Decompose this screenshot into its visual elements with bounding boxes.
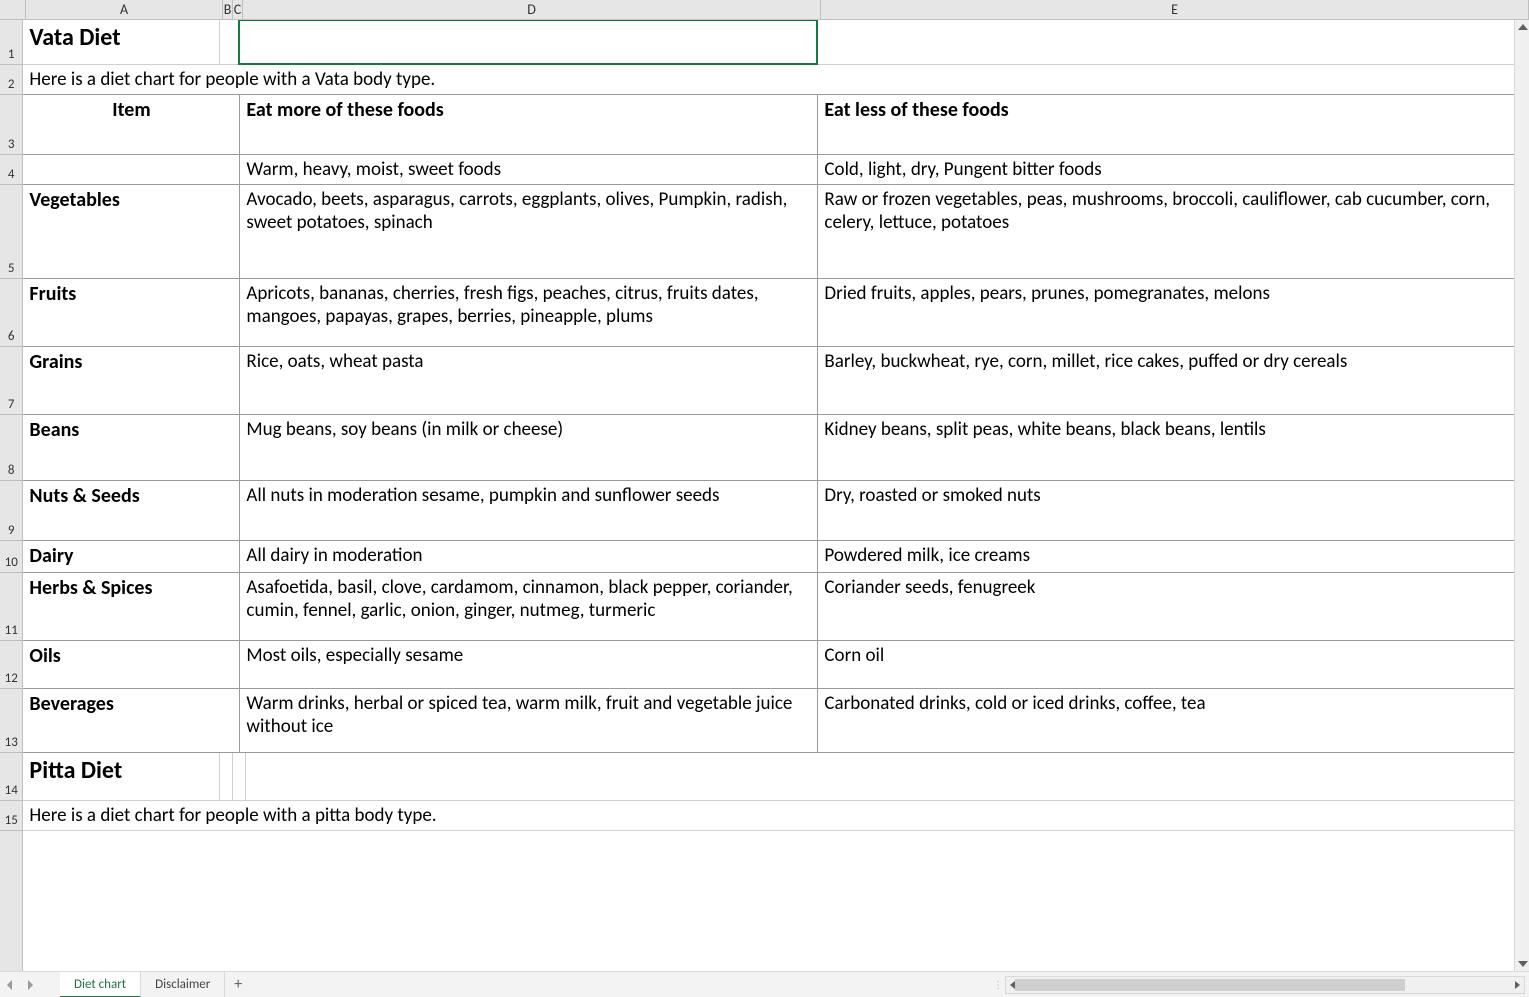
more-grains[interactable]: Rice, oats, wheat pasta (240, 347, 818, 414)
less-oils[interactable]: Corn oil (818, 641, 1513, 688)
row-header-13[interactable]: 13 (0, 689, 22, 753)
add-sheet-button[interactable]: + (225, 974, 251, 996)
row-header-5[interactable]: 5 (0, 185, 22, 279)
less-grains[interactable]: Barley, buckwheat, rye, corn, millet, ri… (818, 347, 1513, 414)
row-header-6[interactable]: 6 (0, 279, 22, 347)
cell-C14[interactable] (233, 753, 246, 800)
cell-A15-pitta-intro[interactable]: Here is a diet chart for people with a p… (23, 801, 220, 830)
cell-B2[interactable] (220, 65, 232, 94)
cell-B15[interactable] (220, 801, 232, 830)
cell-grid[interactable]: Vata Diet Here is a diet chart for peopl… (23, 20, 1513, 971)
row-header-15[interactable]: 15 (0, 801, 22, 831)
col-header-D[interactable]: D (243, 0, 821, 19)
cell-E2[interactable] (822, 65, 1513, 94)
scroll-down-icon[interactable] (1518, 961, 1528, 967)
less-vegetables[interactable]: Raw or frozen vegetables, peas, mushroom… (818, 185, 1513, 278)
more-0[interactable]: Warm, heavy, moist, sweet foods (240, 155, 818, 184)
header-less[interactable]: Eat less of these foods (818, 95, 1513, 154)
cell-A2-intro[interactable]: Here is a diet chart for people with a V… (23, 65, 220, 94)
cell-D2[interactable] (244, 65, 822, 94)
row-header-12[interactable]: 12 (0, 641, 22, 689)
cell-D1[interactable] (244, 20, 822, 64)
cell-A14-pitta-title[interactable]: Pitta Diet (23, 753, 220, 800)
cell-D15[interactable] (244, 801, 822, 830)
cell-A1-title[interactable]: Vata Diet (23, 20, 220, 64)
less-dairy[interactable]: Powdered milk, ice creams (818, 541, 1513, 572)
row-header-7[interactable]: 7 (0, 347, 22, 415)
header-more[interactable]: Eat more of these foods (240, 95, 818, 154)
tab-split-grip[interactable]: ⋮ (993, 978, 999, 991)
row-header-1[interactable]: 1 (0, 20, 22, 65)
more-beans[interactable]: Mug beans, soy beans (in milk or cheese) (240, 415, 818, 480)
item-vegetables[interactable]: Vegetables (23, 185, 240, 278)
cell-E15[interactable] (822, 801, 1513, 830)
vertical-scrollbar[interactable] (1514, 20, 1529, 971)
row-header-2[interactable]: 2 (0, 65, 22, 95)
row-header-10[interactable]: 10 (0, 541, 22, 573)
row-header-8[interactable]: 8 (0, 415, 22, 481)
sheet-tab-bar: Diet chart Disclaimer + ⋮ (0, 971, 1529, 997)
less-0[interactable]: Cold, light, dry, Pungent bitter foods (818, 155, 1513, 184)
cell-C15[interactable] (232, 801, 244, 830)
scroll-up-icon[interactable] (1518, 24, 1528, 30)
cell-C2[interactable] (232, 65, 244, 94)
header-item[interactable]: Item (23, 95, 240, 154)
item-0[interactable] (23, 155, 240, 184)
item-oils[interactable]: Oils (23, 641, 240, 688)
select-all-corner[interactable] (0, 0, 26, 19)
less-beverages[interactable]: Carbonated drinks, cold or iced drinks, … (818, 689, 1513, 752)
row-header-9[interactable]: 9 (0, 481, 22, 541)
more-vegetables[interactable]: Avocado, beets, asparagus, carrots, eggp… (240, 185, 818, 278)
cell-B14[interactable] (220, 753, 233, 800)
item-beans[interactable]: Beans (23, 415, 240, 480)
item-dairy[interactable]: Dairy (23, 541, 240, 572)
col-header-C[interactable]: C (233, 0, 243, 19)
horizontal-scrollbar[interactable] (1005, 976, 1525, 994)
less-fruits[interactable]: Dried fruits, apples, pears, prunes, pom… (818, 279, 1513, 346)
more-herbs[interactable]: Asafoetida, basil, clove, cardamom, cinn… (240, 573, 818, 640)
cell-B1[interactable] (220, 20, 232, 64)
cell-C1[interactable] (232, 20, 244, 64)
less-beans[interactable]: Kidney beans, split peas, white beans, b… (818, 415, 1513, 480)
more-dairy[interactable]: All dairy in moderation (240, 541, 818, 572)
row-header-3[interactable]: 3 (0, 95, 22, 155)
item-nuts[interactable]: Nuts & Seeds (23, 481, 240, 540)
row-header-14[interactable]: 14 (0, 753, 22, 801)
col-header-E[interactable]: E (821, 0, 1529, 19)
hscroll-track[interactable] (1015, 978, 1515, 992)
col-header-B[interactable]: B (223, 0, 233, 19)
sheet-tab-diet-chart[interactable]: Diet chart (60, 972, 141, 997)
row-header-11[interactable]: 11 (0, 573, 22, 641)
more-beverages[interactable]: Warm drinks, herbal or spiced tea, warm … (240, 689, 818, 752)
cell-E14[interactable] (824, 753, 1513, 800)
column-header-row: A B C D E (0, 0, 1529, 20)
row-header-column: 1 2 3 4 5 6 7 8 9 10 11 12 13 14 15 (0, 20, 23, 971)
item-grains[interactable]: Grains (23, 347, 240, 414)
more-nuts[interactable]: All nuts in moderation sesame, pumpkin a… (240, 481, 818, 540)
item-fruits[interactable]: Fruits (23, 279, 240, 346)
less-nuts[interactable]: Dry, roasted or smoked nuts (818, 481, 1513, 540)
less-herbs[interactable]: Coriander seeds, fenugreek (818, 573, 1513, 640)
hscroll-thumb[interactable] (1015, 979, 1405, 991)
cell-D14[interactable] (246, 753, 824, 800)
scroll-right-icon[interactable] (1515, 981, 1520, 989)
tab-nav-prev[interactable] (0, 972, 20, 997)
col-header-A[interactable]: A (26, 0, 223, 19)
tab-nav-next[interactable] (20, 972, 40, 997)
cell-E1[interactable] (822, 20, 1513, 64)
item-herbs[interactable]: Herbs & Spices (23, 573, 240, 640)
sheet-tab-disclaimer[interactable]: Disclaimer (141, 972, 225, 997)
more-fruits[interactable]: Apricots, bananas, cherries, fresh figs,… (240, 279, 818, 346)
row-header-4[interactable]: 4 (0, 155, 22, 185)
more-oils[interactable]: Most oils, especially sesame (240, 641, 818, 688)
item-beverages[interactable]: Beverages (23, 689, 240, 752)
